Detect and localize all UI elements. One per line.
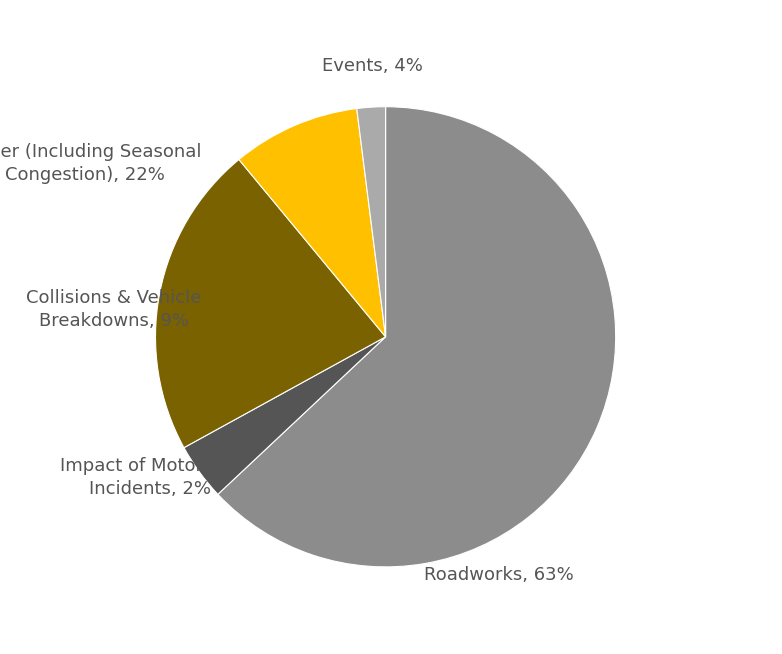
Wedge shape <box>239 109 386 337</box>
Wedge shape <box>184 337 386 494</box>
Wedge shape <box>357 107 386 337</box>
Text: Other (Including Seasonal
Congestion), 22%: Other (Including Seasonal Congestion), 2… <box>0 143 202 184</box>
Text: Events, 4%: Events, 4% <box>321 57 422 75</box>
Wedge shape <box>218 107 615 567</box>
Text: Collisions & Vehicle
Breakdowns, 9%: Collisions & Vehicle Breakdowns, 9% <box>26 289 202 330</box>
Wedge shape <box>156 160 386 447</box>
Text: Roadworks, 63%: Roadworks, 63% <box>425 566 574 584</box>
Text: Impact of Motorway
Incidents, 2%: Impact of Motorway Incidents, 2% <box>60 457 239 498</box>
